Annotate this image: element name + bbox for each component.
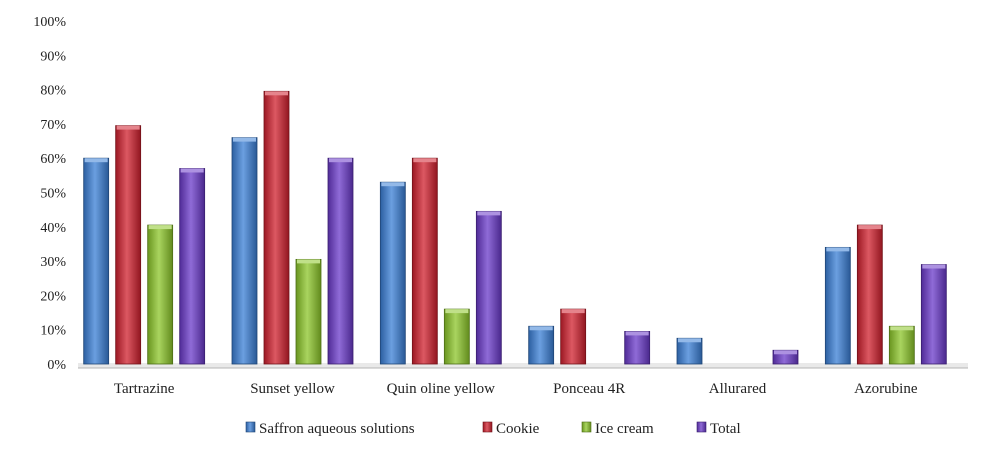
bar-cap (477, 211, 501, 216)
bar-cap (858, 225, 882, 230)
bar (115, 125, 142, 365)
bar-cap (233, 137, 256, 142)
y-tick-label: 40% (40, 221, 66, 236)
bar (856, 224, 883, 365)
legend-label: Ice cream (595, 421, 654, 437)
y-tick-label: 10% (40, 324, 66, 339)
bar-cap (774, 350, 797, 355)
bar (411, 157, 438, 365)
bar (443, 308, 470, 365)
y-tick-label: 70% (40, 118, 66, 133)
legend-label: Cookie (496, 421, 540, 437)
bar (295, 258, 322, 365)
y-tick-label: 100% (33, 15, 66, 30)
bar (147, 224, 174, 365)
label-layer: 0% 10% 20% 30% 40% 50% 60% 70% 80% 90% 100% Tartraz… (33, 15, 918, 397)
y-tick-label: 60% (40, 152, 66, 167)
bar-cap (445, 309, 469, 314)
legend-swatch (245, 421, 256, 433)
bar-cap (180, 168, 204, 173)
legend-swatch (696, 421, 707, 433)
bar-cap (625, 331, 649, 336)
bar (179, 168, 206, 365)
bar-cap (826, 247, 850, 252)
bar (920, 264, 947, 365)
legend-label: Total (710, 421, 741, 437)
bar-cap (329, 158, 352, 163)
bar (475, 210, 502, 365)
bar-cap (84, 158, 108, 163)
bar (83, 157, 110, 365)
bar-cap (890, 326, 914, 331)
bar-layer (83, 90, 947, 365)
y-tick-label: 80% (40, 84, 66, 99)
bar (824, 246, 851, 365)
bar (560, 308, 587, 365)
bar-cap (678, 338, 701, 343)
bar-cap (561, 309, 585, 314)
legend-label: Saffron aqueous solutions (259, 421, 415, 437)
x-tick-label: Tartrazine (114, 381, 175, 397)
bar (624, 331, 651, 365)
y-tick-label: 30% (40, 255, 66, 270)
y-tick-label: 50% (40, 187, 66, 202)
bar (263, 90, 290, 365)
bar-cap (413, 158, 437, 163)
bar (888, 325, 915, 365)
bar-cap (116, 125, 140, 130)
bar (379, 181, 406, 365)
bar (231, 137, 258, 365)
y-tick-label: 90% (40, 49, 66, 64)
axis-layer (78, 363, 968, 369)
x-tick-label: Quin oline yellow (387, 381, 495, 397)
bar-cap (922, 264, 946, 269)
bar (327, 157, 354, 365)
legend-swatch (581, 421, 592, 433)
bar-cap (529, 326, 553, 331)
y-tick-label: 20% (40, 289, 66, 304)
y-tick-label: 0% (47, 358, 66, 373)
bar-cap (381, 182, 405, 187)
x-tick-label: Sunset yellow (250, 381, 335, 397)
bar-cap (148, 225, 172, 230)
x-axis-floor (78, 363, 968, 368)
bar-cap (265, 91, 288, 96)
x-tick-label: Azorubine (854, 381, 918, 397)
legend-swatch (482, 421, 493, 433)
bar (528, 325, 555, 365)
x-tick-label: Ponceau 4R (553, 381, 625, 397)
legend: Saffron aqueous solutions Cookie Ice cream… (245, 421, 741, 437)
bar-cap (297, 259, 320, 264)
x-tick-label: Allurared (709, 381, 767, 397)
